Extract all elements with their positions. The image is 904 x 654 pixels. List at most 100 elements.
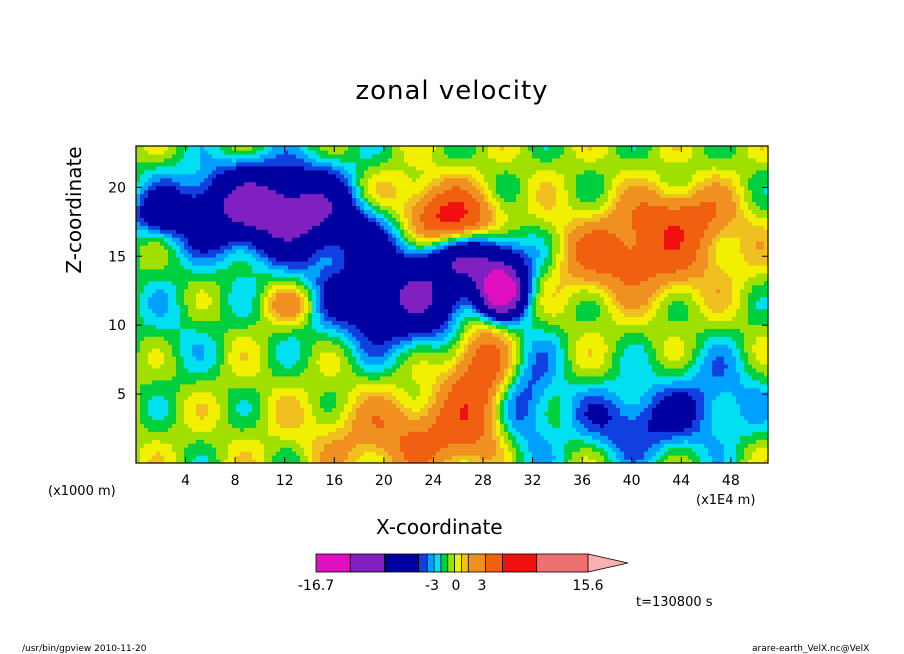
field-cell [208, 284, 213, 290]
field-cell [244, 241, 249, 246]
field-cell [348, 375, 353, 381]
field-cell [288, 280, 293, 286]
field-cell [176, 439, 181, 444]
field-cell [272, 451, 277, 456]
field-cell [308, 264, 313, 270]
field-cell [352, 292, 357, 298]
field-cell [348, 292, 353, 298]
field-cell [304, 455, 309, 460]
field-cell [184, 332, 189, 337]
field-cell [240, 395, 245, 401]
field-cell [204, 387, 209, 393]
field-cell [148, 149, 153, 155]
field-cell [364, 249, 369, 254]
field-cell [164, 459, 169, 463]
field-cell [212, 443, 217, 448]
field-cell [160, 316, 165, 321]
field-cell [284, 336, 289, 341]
field-cell [232, 264, 237, 270]
field-cell [296, 419, 301, 424]
field-cell [368, 391, 373, 397]
field-cell [136, 304, 141, 310]
field-cell [208, 340, 213, 345]
field-cell [152, 252, 157, 258]
field-cell [224, 332, 229, 337]
field-cell [188, 149, 193, 155]
field-cell [160, 268, 165, 274]
field-cell [268, 153, 273, 159]
field-cell [348, 280, 353, 286]
field-cell [148, 308, 153, 314]
field-cell [376, 435, 381, 440]
field-cell [348, 241, 353, 246]
field-cell [240, 312, 245, 317]
field-cell [248, 252, 253, 258]
field-cell [308, 320, 313, 325]
field-cell [192, 379, 197, 385]
field-cell [360, 344, 365, 349]
field-cell [272, 252, 277, 258]
field-cell [292, 419, 297, 424]
field-cell [292, 276, 297, 282]
field-cell [328, 443, 333, 448]
field-cell [196, 411, 201, 417]
field-cell [264, 451, 269, 456]
field-cell [180, 292, 185, 298]
field-cell [196, 431, 201, 436]
field-cell [148, 411, 153, 417]
field-cell [160, 395, 165, 401]
field-cell [224, 209, 229, 214]
field-cell [312, 352, 317, 357]
field-cell [316, 459, 321, 463]
field-cell [156, 161, 161, 167]
field-cell [288, 205, 293, 210]
field-cell [160, 209, 165, 214]
field-cell [196, 423, 201, 428]
field-cell [280, 241, 285, 246]
field-cell [276, 403, 281, 409]
field-cell [196, 229, 201, 234]
field-cell [272, 336, 277, 341]
field-cell [140, 352, 145, 357]
field-cell [312, 201, 317, 207]
field-cell [192, 217, 197, 222]
field-cell [320, 209, 325, 214]
field-cell [368, 312, 373, 317]
field-cell [248, 359, 253, 365]
field-cell [320, 165, 325, 171]
field-cell [368, 431, 373, 436]
field-cell [220, 304, 225, 310]
field-cell [288, 324, 293, 329]
field-cell [344, 296, 349, 302]
field-cell [156, 260, 161, 266]
field-cell [200, 356, 205, 361]
field-cell [244, 367, 249, 373]
field-cell [240, 375, 245, 381]
field-cell [192, 308, 197, 314]
field-cell [368, 415, 373, 421]
field-cell [316, 284, 321, 290]
field-cell [364, 296, 369, 302]
field-cell [140, 407, 145, 413]
field-cell [144, 447, 149, 452]
field-cell [348, 435, 353, 440]
field-cell [364, 201, 369, 207]
field-cell [356, 423, 361, 428]
field-cell [304, 237, 309, 242]
field-cell [324, 356, 329, 361]
field-cell [176, 260, 181, 266]
field-cell [356, 181, 361, 187]
field-cell [360, 189, 365, 195]
field-cell [152, 181, 157, 187]
field-cell [192, 316, 197, 321]
field-cell [344, 379, 349, 385]
field-cell [296, 260, 301, 266]
field-cell [252, 193, 257, 199]
field-cell [252, 296, 257, 302]
field-cell [320, 300, 325, 306]
field-cell [372, 363, 377, 369]
field-cell [356, 165, 361, 171]
field-cell [308, 241, 313, 246]
field-cell [272, 233, 277, 238]
